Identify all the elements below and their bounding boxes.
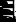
Bar (12, 12, 13, 13)
Bar (12, 5, 13, 6)
Bar (8, 5, 9, 6)
Bar (3, 5, 4, 6)
Text: Fig. 2: Fig. 2 (13, 10, 16, 22)
Text: A: A (0, 1, 12, 20)
Text: B: B (0, 8, 12, 22)
Bar (6, 12, 7, 13)
Bar (4, 12, 5, 13)
Text: C: C (0, 14, 12, 22)
Bar (8, 12, 9, 13)
Bar (3, 12, 4, 13)
Bar (11, 12, 12, 13)
Bar (11, 5, 12, 6)
